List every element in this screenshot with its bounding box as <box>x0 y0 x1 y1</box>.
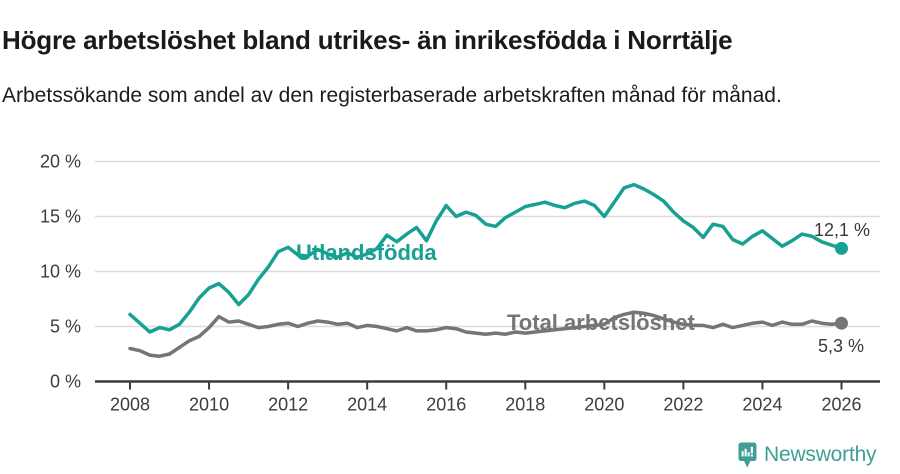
svg-text:2012: 2012 <box>268 395 308 415</box>
series-label-total-arbetsloshet: Total arbetslöshet <box>507 310 695 335</box>
end-value-total-arbetsloshet: 5,3 % <box>818 336 865 356</box>
svg-text:2024: 2024 <box>742 395 782 415</box>
svg-text:2008: 2008 <box>110 395 150 415</box>
svg-text:2014: 2014 <box>347 395 387 415</box>
svg-text:5 %: 5 % <box>50 317 81 337</box>
newsworthy-brand-link[interactable]: Newsworthy <box>738 441 877 469</box>
series-label-utlandsfodda: Utlandsfödda <box>296 240 437 265</box>
chart-subtitle: Arbetssökande som andel av den registerb… <box>2 84 782 107</box>
page-title: Högre arbetslöshet bland utrikes- än inr… <box>2 25 733 56</box>
svg-text:15 %: 15 % <box>40 207 81 227</box>
svg-text:2016: 2016 <box>426 395 466 415</box>
svg-text:2022: 2022 <box>663 395 703 415</box>
svg-text:10 %: 10 % <box>40 262 81 282</box>
end-value-utlandsfodda: 12,1 % <box>814 220 871 240</box>
newsworthy-logo-icon <box>738 442 757 469</box>
svg-text:2026: 2026 <box>821 395 861 415</box>
svg-text:20 %: 20 % <box>40 152 81 172</box>
svg-text:2018: 2018 <box>505 395 545 415</box>
newsworthy-brand-text: Newsworthy <box>764 443 877 466</box>
svg-text:2010: 2010 <box>189 395 229 415</box>
svg-text:2020: 2020 <box>584 395 624 415</box>
svg-text:0 %: 0 % <box>50 372 81 392</box>
